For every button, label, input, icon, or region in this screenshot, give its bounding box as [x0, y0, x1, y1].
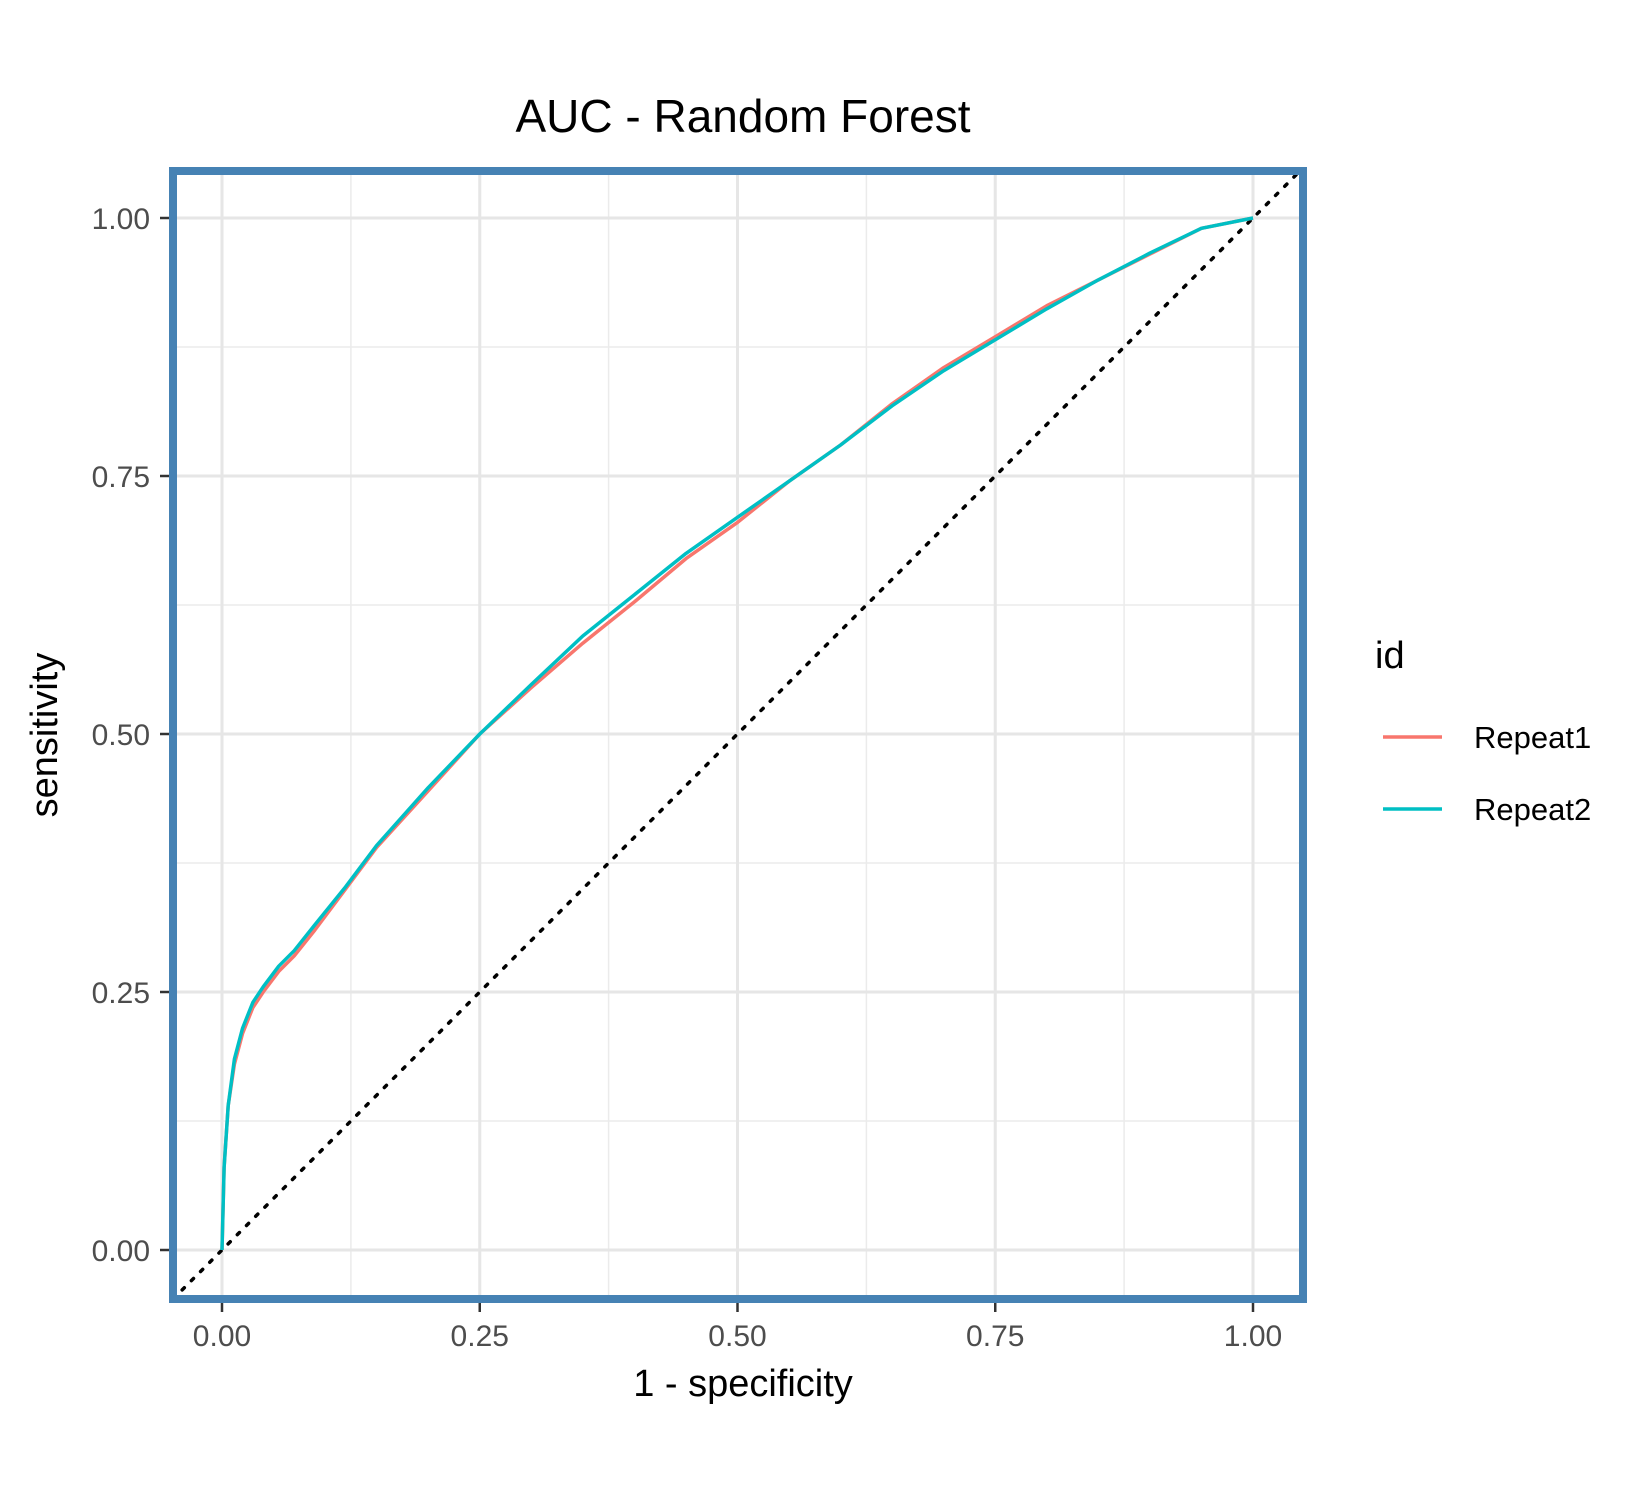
- y-tick-label: 0.50: [92, 719, 150, 752]
- series-line-repeat2: [220, 216, 1254, 1251]
- chart-title: AUC - Random Forest: [515, 90, 970, 142]
- series-lines: [220, 216, 1254, 1251]
- legend-title: id: [1375, 635, 1405, 677]
- y-axis-title: sensitivity: [24, 653, 66, 818]
- legend: id Repeat1 Repeat2: [1375, 635, 1591, 827]
- y-tick-label: 0.25: [92, 977, 150, 1010]
- panel-border: [169, 167, 1307, 1303]
- legend-label-repeat1: Repeat1: [1474, 720, 1591, 755]
- x-tick-label: 0.75: [966, 1320, 1024, 1353]
- y-tick-label: 0.00: [92, 1235, 150, 1268]
- x-tick-label: 1.00: [1224, 1320, 1282, 1353]
- x-tick-label: 0.00: [193, 1320, 251, 1353]
- y-axis: 0.00 0.25 0.50 0.75 1.00: [92, 203, 169, 1268]
- x-axis: 0.00 0.25 0.50 0.75 1.00: [193, 1303, 1282, 1353]
- x-tick-label: 0.50: [708, 1320, 766, 1353]
- legend-items: Repeat1 Repeat2: [1383, 720, 1591, 827]
- legend-label-repeat2: Repeat2: [1474, 792, 1591, 827]
- x-axis-title: 1 - specificity: [633, 1363, 853, 1405]
- y-tick-label: 1.00: [92, 203, 150, 236]
- y-tick-label: 0.75: [92, 461, 150, 494]
- x-tick-label: 0.25: [451, 1320, 509, 1353]
- series-line-repeat1: [220, 216, 1254, 1251]
